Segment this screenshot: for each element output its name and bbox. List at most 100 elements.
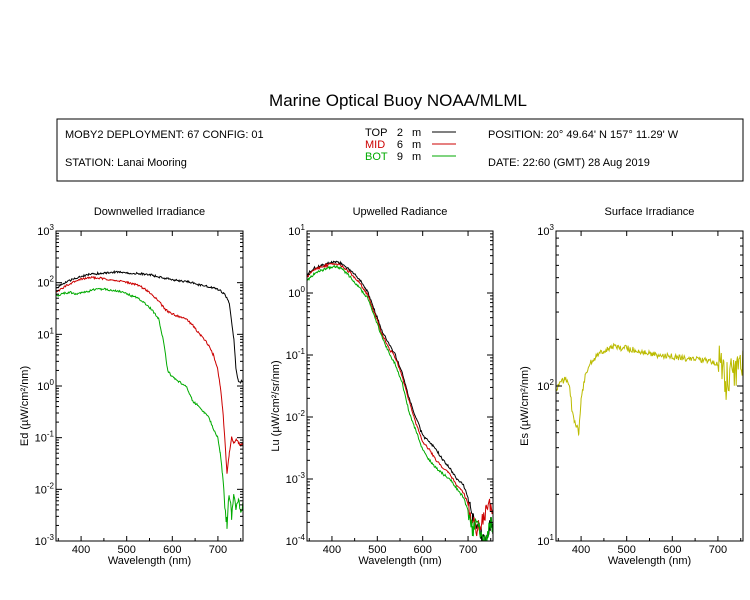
panel-title: Upwelled Radiance	[353, 206, 448, 218]
panel-title: Surface Irradiance	[605, 206, 695, 218]
y-tick-base: 10	[288, 226, 300, 238]
x-tick-label: 700	[709, 544, 727, 556]
x-tick-label: 500	[618, 544, 636, 556]
info-box-border	[56, 118, 744, 182]
x-axis-label: Wavelength (nm)	[108, 555, 191, 567]
info-box: MOBY2 DEPLOYMENT: 67 CONFIG: 01 STATION:…	[56, 118, 744, 182]
legend-unit: m	[412, 127, 421, 139]
y-tick-label: 10-3	[286, 471, 306, 486]
x-tick-label: 500	[118, 544, 136, 556]
x-tick-label: 400	[72, 544, 90, 556]
series-line-bot	[307, 264, 493, 541]
y-tick-exponent: -3	[47, 533, 55, 542]
y-tick-base: 10	[286, 474, 298, 486]
main-title: Marine Optical Buoy NOAA/MLML	[269, 91, 527, 110]
series-line-mid	[56, 275, 243, 474]
date-text: DATE: 22:60 (GMT) 28 Aug 2019	[488, 157, 650, 169]
chart-panel-3: Surface Irradiance 400 500 600 700 Wavelength…	[519, 206, 744, 567]
y-tick-base: 10	[288, 288, 300, 300]
y-tick-label: 101	[288, 223, 305, 238]
y-tick-base: 10	[35, 536, 47, 548]
y-tick-base: 10	[537, 536, 549, 548]
x-tick-label: 400	[323, 544, 341, 556]
y-tick-base: 10	[37, 381, 49, 393]
y-axis-label: Es (µW/cm²/nm)	[519, 366, 531, 446]
y-tick-label: 103	[37, 223, 54, 238]
y-tick-exponent: 3	[50, 223, 55, 232]
legend-depth: 2	[397, 127, 403, 139]
y-tick-base: 10	[537, 381, 549, 393]
x-tick-label: 600	[163, 544, 181, 556]
x-axis-label: Wavelength (nm)	[358, 555, 441, 567]
y-tick-exponent: -1	[47, 430, 55, 439]
y-tick-label: 10-3	[35, 533, 55, 548]
y-tick-label: 10-1	[286, 347, 306, 362]
legend-entry-bot: BOT 9 m	[365, 151, 456, 163]
plot-frame	[306, 230, 494, 542]
chart-panel-1: Downwelled Irradiance 400 500 600 700 Wavelen…	[19, 206, 244, 567]
y-tick-label: 103	[537, 223, 554, 238]
y-tick-exponent: 1	[301, 223, 306, 232]
y-tick-exponent: -1	[298, 347, 306, 356]
x-tick-label: 700	[459, 544, 477, 556]
series-line-bot	[56, 287, 243, 529]
y-tick-base: 10	[35, 433, 47, 445]
legend: TOP 2 m MID 6 m BOT 9 m	[365, 127, 456, 163]
y-tick-label: 101	[37, 326, 54, 341]
chart-panels: Downwelled Irradiance 400 500 600 700 Wavelen…	[19, 206, 744, 567]
y-tick-label: 10-1	[35, 430, 55, 445]
y-tick-exponent: 0	[301, 285, 306, 294]
y-tick-base: 10	[286, 412, 298, 424]
station-text: STATION: Lanai Mooring	[65, 157, 187, 169]
y-tick-label: 102	[37, 275, 54, 290]
plot-frame	[55, 230, 244, 542]
legend-entry-top: TOP 2 m	[365, 127, 456, 139]
legend-unit: m	[412, 139, 421, 151]
series-line-top	[56, 270, 243, 385]
y-tick-exponent: 1	[50, 326, 55, 335]
legend-depth: 6	[397, 139, 403, 151]
y-tick-exponent: 3	[550, 223, 555, 232]
y-tick-base: 10	[37, 329, 49, 341]
y-tick-exponent: 2	[550, 378, 555, 387]
y-tick-base: 10	[37, 278, 49, 290]
y-tick-label: 10-2	[35, 481, 55, 496]
y-tick-label: 100	[288, 285, 305, 300]
y-axis-label: Lu (µW/cm²/sr/nm)	[270, 360, 282, 451]
series-line-top	[307, 260, 493, 541]
y-tick-base: 10	[537, 226, 549, 238]
legend-depth: 9	[397, 151, 403, 163]
panel-title: Downwelled Irradiance	[94, 206, 205, 218]
legend-label: MID	[365, 139, 385, 151]
y-tick-base: 10	[286, 536, 298, 548]
x-tick-label: 600	[663, 544, 681, 556]
y-tick-base: 10	[37, 226, 49, 238]
y-tick-exponent: -2	[298, 409, 306, 418]
x-tick-label: 400	[572, 544, 590, 556]
chart-panel-2: Upwelled Radiance 400 500 600 700 Wavelength …	[270, 206, 494, 567]
y-tick-exponent: 0	[50, 378, 55, 387]
y-tick-exponent: -4	[298, 533, 306, 542]
y-tick-label: 101	[537, 533, 554, 548]
y-tick-exponent: -2	[47, 481, 55, 490]
y-tick-label: 102	[537, 378, 554, 393]
x-tick-label: 700	[209, 544, 227, 556]
position-text: POSITION: 20° 49.64' N 157° 11.29' W	[488, 129, 679, 141]
legend-label: TOP	[365, 127, 387, 139]
legend-unit: m	[412, 151, 421, 163]
y-tick-base: 10	[35, 484, 47, 496]
deployment-text: MOBY2 DEPLOYMENT: 67 CONFIG: 01	[65, 129, 264, 141]
y-tick-label: 100	[37, 378, 54, 393]
y-tick-exponent: 2	[50, 275, 55, 284]
legend-entry-mid: MID 6 m	[365, 139, 456, 151]
series-line-mid	[307, 262, 493, 537]
y-tick-exponent: -3	[298, 471, 306, 480]
y-tick-exponent: 1	[550, 533, 555, 542]
x-tick-label: 600	[414, 544, 432, 556]
plot-frame	[555, 230, 744, 542]
y-tick-label: 10-4	[286, 533, 306, 548]
x-axis-label: Wavelength (nm)	[608, 555, 691, 567]
x-tick-label: 500	[368, 544, 386, 556]
series-line-es	[556, 342, 743, 437]
